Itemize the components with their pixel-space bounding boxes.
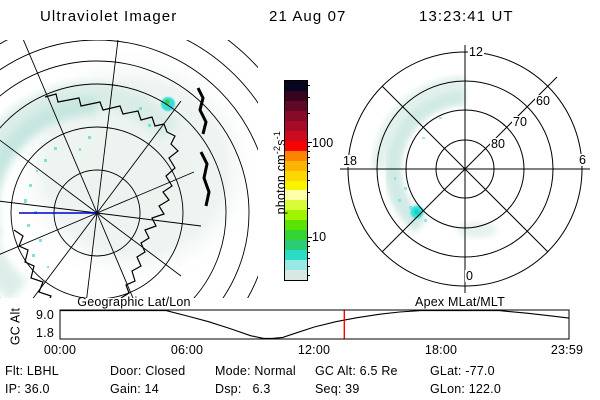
mlat-label-60: 60 <box>535 94 551 108</box>
status-gain: Gain: 14 <box>110 382 159 396</box>
colorbar-unit-label: photon cm-2s-1 <box>272 130 289 215</box>
colorbar-tick-mark <box>307 252 310 253</box>
colorbar-tick-mark <box>307 85 310 86</box>
status-door: Door: Closed <box>110 364 186 378</box>
aurora-hotspot-apex-core <box>414 209 420 215</box>
colorbar-band <box>285 150 307 161</box>
meridian-lines <box>0 40 202 298</box>
status-mode: Mode: Normal <box>215 364 296 378</box>
geographic-map <box>0 40 258 298</box>
geo-panel-caption: Geographic Lat/Lon <box>77 295 191 309</box>
colorbar-band <box>285 110 307 121</box>
colorbar-tick-10: 10 <box>312 230 327 244</box>
gc-alt-chart-frame <box>59 309 570 340</box>
latitude-circles <box>0 40 258 298</box>
gc-alt-curve <box>60 310 569 339</box>
colorbar-band <box>285 220 307 231</box>
xtick-2359: 23:59 <box>550 343 584 357</box>
aurora-hotspot-core <box>164 99 170 105</box>
colorbar-tick-mark <box>307 275 310 276</box>
mlt-label-18: 18 <box>342 154 358 168</box>
status-seq: Seq: 39 <box>315 382 360 396</box>
colorbar-band <box>285 130 307 141</box>
colorbar-tick-mark <box>307 237 312 238</box>
mlt-axes <box>340 45 590 293</box>
colorbar-band <box>285 100 307 111</box>
aurora-oval-apex <box>384 88 466 233</box>
apex-polar-plot <box>340 45 590 293</box>
status-dsp: Dsp: 6.3 <box>215 382 271 396</box>
colorbar-tick-mark <box>307 192 310 193</box>
mlt-label-12: 12 <box>468 45 484 59</box>
gc-alt-tick-bottom: 1.8 <box>36 326 54 340</box>
colorbar-band <box>285 90 307 101</box>
date-label: 21 Aug 07 <box>269 8 347 25</box>
aurora-oval-geo <box>0 82 180 298</box>
status-glon: GLon: 122.0 <box>430 382 502 396</box>
status-flt: Flt: LBHL <box>5 364 59 378</box>
colorbar-tick-mark <box>307 146 310 147</box>
colorbar-tick-mark <box>307 208 310 209</box>
colorbar-band <box>285 160 307 171</box>
colorbar-tick-mark <box>307 171 310 172</box>
colorbar-tick-mark <box>307 180 310 181</box>
status-glat: GLat: -77.0 <box>430 364 495 378</box>
colorbar-tick-mark <box>307 157 310 158</box>
colorbar-tick-100: 100 <box>312 136 334 150</box>
colorbar-band <box>285 200 307 211</box>
colorbar-tick-mark <box>307 241 310 242</box>
colorbar-tick-mark <box>307 97 310 98</box>
colorbar-band <box>285 210 307 221</box>
colorbar-band <box>285 240 307 251</box>
page-title: Ultraviolet Imager <box>40 8 178 25</box>
colorbar-band <box>285 170 307 181</box>
time-label: 13:23:41 UT <box>419 8 514 25</box>
colorbar-band <box>285 120 307 131</box>
aurora-dusk-band-geo <box>0 96 98 239</box>
colorbar-band <box>285 81 307 91</box>
colorbar-band <box>285 250 307 261</box>
aurora-speckles-apex <box>394 117 442 222</box>
apex-panel-caption: Apex MLat/MLT <box>415 295 505 309</box>
colorbar-tick-mark <box>307 163 310 164</box>
gc-alt-axis-title: GC Alt <box>8 307 23 346</box>
mlat-label-80: 80 <box>490 137 506 151</box>
imager-fov-glow <box>7 46 258 290</box>
xtick-0600: 06:00 <box>170 343 204 357</box>
mlt-label-0: 0 <box>465 269 474 283</box>
gc-alt-chart <box>59 309 570 340</box>
status-gc-alt: GC Alt: 6.5 Re <box>315 364 398 378</box>
gc-alt-tick-top: 9.0 <box>36 308 54 322</box>
colorbar-band <box>285 230 307 241</box>
colorbar-tick-mark <box>307 151 310 152</box>
status-ip: IP: 36.0 <box>5 382 50 396</box>
colorbar-band <box>285 140 307 151</box>
colorbar-tick-mark <box>307 266 310 267</box>
coastline <box>13 87 211 298</box>
colorbar-band <box>285 270 307 281</box>
colorbar-band <box>285 260 307 271</box>
mlat-label-70: 70 <box>512 115 528 129</box>
xtick-1200: 12:00 <box>297 343 331 357</box>
mlt-label-6: 6 <box>578 153 587 167</box>
colorbar-tick-mark <box>307 142 312 143</box>
colorbar-tick-mark <box>307 113 310 114</box>
colorbar-band <box>285 180 307 191</box>
xtick-0000: 00:00 <box>43 343 77 357</box>
colorbar-band <box>285 190 307 201</box>
colorbar-tick-mark <box>307 246 310 247</box>
aurora-patch-bottom <box>457 222 497 238</box>
xtick-1800: 18:00 <box>424 343 458 357</box>
colorbar-tick-mark <box>307 258 310 259</box>
